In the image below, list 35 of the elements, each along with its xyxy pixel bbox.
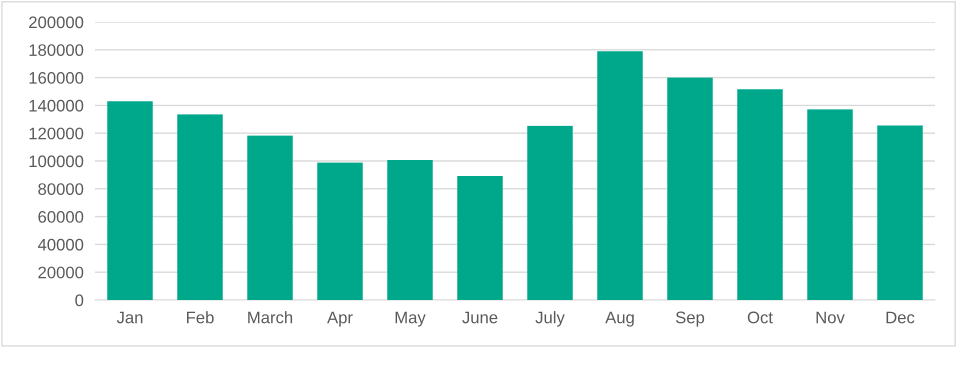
y-tick-label: 120000 [30,128,84,140]
x-tick-label: Oct [748,312,773,324]
bar [247,136,293,300]
y-tick-label: 140000 [30,100,84,112]
x-tick-label: Apr [327,312,353,327]
y-tick-label: 160000 [30,72,84,84]
bar [737,89,783,300]
x-tick-label: Nov [816,312,845,324]
x-tick-label: Jan [116,312,142,324]
y-tick-label: 20000 [38,266,84,278]
bar [807,109,853,300]
bar [597,51,643,300]
bar [667,78,713,300]
y-tick-label: 200000 [29,16,84,28]
y-tick-label: 100000 [30,155,84,168]
bar [107,101,153,300]
bar [877,126,923,300]
bar [387,160,433,300]
x-tick-label: June [462,312,498,324]
x-tick-label: Sep [676,312,704,327]
x-tick-label: Dec [886,312,914,324]
y-tick-label: 60000 [38,211,84,223]
x-tick-label: March [248,311,292,324]
y-tick-label: 180000 [30,44,84,56]
bar [457,176,503,300]
bar [177,114,223,300]
bar [527,126,573,300]
y-tick-label: 40000 [38,238,84,251]
x-tick-label: Aug [605,312,634,327]
x-tick-label: May [396,312,426,327]
x-tick-label: July [535,311,565,327]
bar [317,162,363,300]
x-tick-label: Feb [187,311,214,324]
y-tick-label: 0 [75,294,84,306]
y-tick-label: 80000 [38,183,84,196]
